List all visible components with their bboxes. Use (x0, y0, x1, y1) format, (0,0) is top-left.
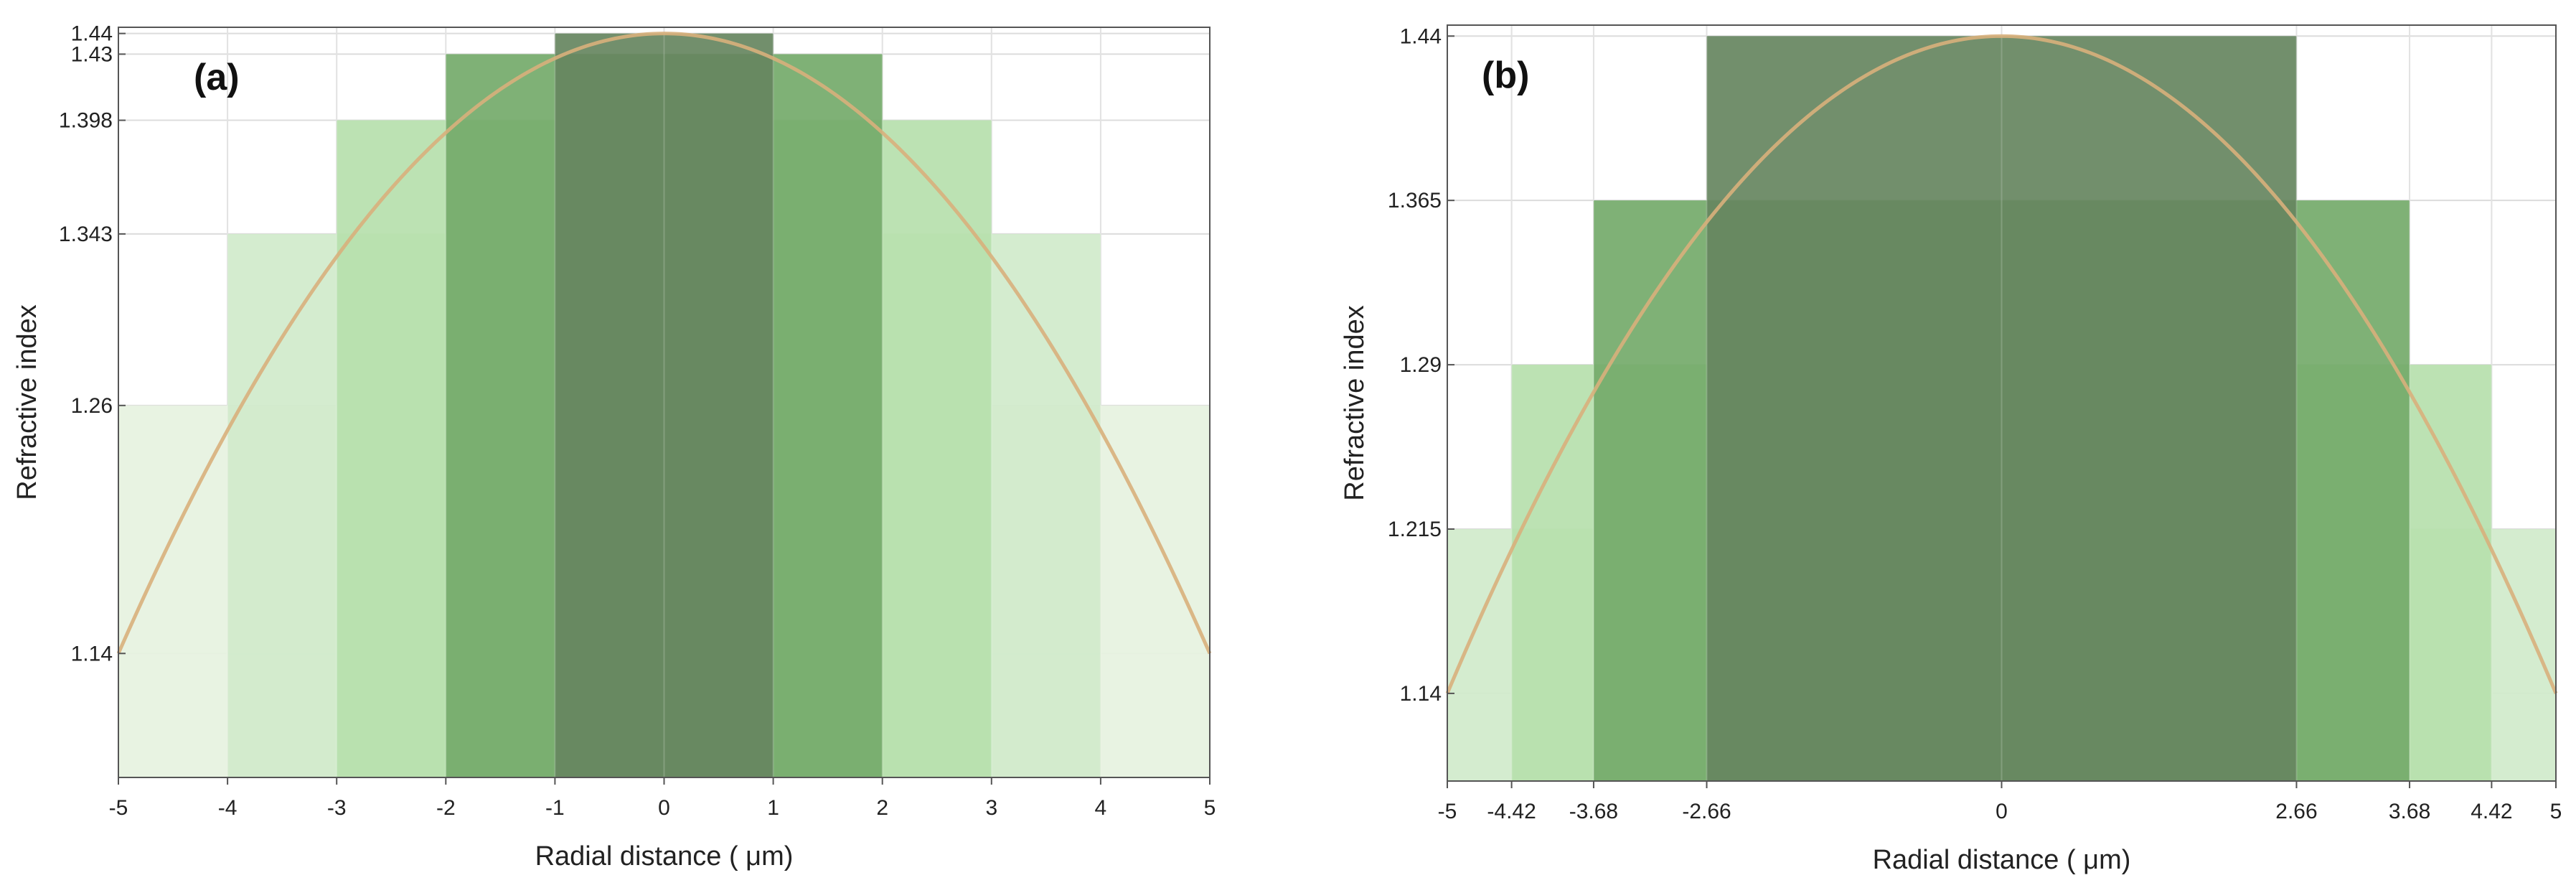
y-axis-title: Refractive index (1340, 305, 1370, 500)
y-tick-label: 1.29 (1400, 353, 1442, 377)
x-tick-label: 3.68 (2389, 800, 2430, 823)
y-tick-label: 1.43 (71, 42, 113, 66)
x-axis-title: Radial distance ( μm) (1873, 845, 2131, 875)
y-tick-label: 1.44 (71, 22, 113, 46)
x-tick-label: 0 (1996, 800, 2008, 823)
x-axis-title: Radial distance ( μm) (535, 841, 794, 871)
panel-b: -5 -4.42 -3.68 -2.66 0 2.66 3.68 4.42 5 1.14 1.215… (1340, 24, 2562, 875)
index-profile-curve (116, 32, 1212, 655)
x-tick-label: -4.42 (1487, 800, 1536, 823)
index-profile-curve (1445, 34, 2558, 694)
panel-label: (a) (194, 57, 240, 98)
x-tick-label: -5 (109, 796, 128, 820)
y-tick-label: 1.44 (1400, 24, 1442, 48)
x-tick-label: -3.68 (1569, 800, 1618, 823)
x-tick-label: 4.42 (2471, 800, 2512, 823)
x-tick-label: 5 (1204, 796, 1216, 820)
x-tick-label: -4 (218, 796, 238, 820)
y-axis-title: Refractive index (12, 304, 42, 500)
x-tick-label: -2.66 (1682, 800, 1731, 823)
x-tick-label: -3 (327, 796, 347, 820)
y-tick-label: 1.26 (71, 394, 113, 418)
x-tick-label: 2.66 (2275, 800, 2317, 823)
x-tick-label: 1 (767, 796, 779, 820)
x-tick-label: 0 (658, 796, 670, 820)
y-tick-label: 1.343 (59, 223, 113, 246)
y-tick-label: 1.14 (71, 642, 113, 665)
panel-label: (b) (1482, 55, 1529, 96)
x-tick-label: 4 (1095, 796, 1107, 820)
y-tick-label: 1.215 (1388, 518, 1442, 541)
x-tick-label: -1 (545, 796, 565, 820)
x-tick-label: 2 (876, 796, 888, 820)
y-tick-label: 1.14 (1400, 682, 1442, 706)
x-tick-label: -2 (436, 796, 456, 820)
x-tick-label: -5 (1438, 800, 1457, 823)
step-bar-4 (1706, 36, 2297, 782)
step-bar-5 (555, 33, 774, 778)
panel-a: -5 -4 -3 -2 -1 0 1 2 3 4 5 1.14 1.26 1.343 1.398 1.431.… (12, 22, 1216, 871)
y-tick-label: 1.398 (59, 109, 113, 133)
y-tick-label: 1.365 (1388, 189, 1442, 212)
x-tick-label: 5 (2550, 800, 2562, 823)
x-tick-label: 3 (985, 796, 997, 820)
